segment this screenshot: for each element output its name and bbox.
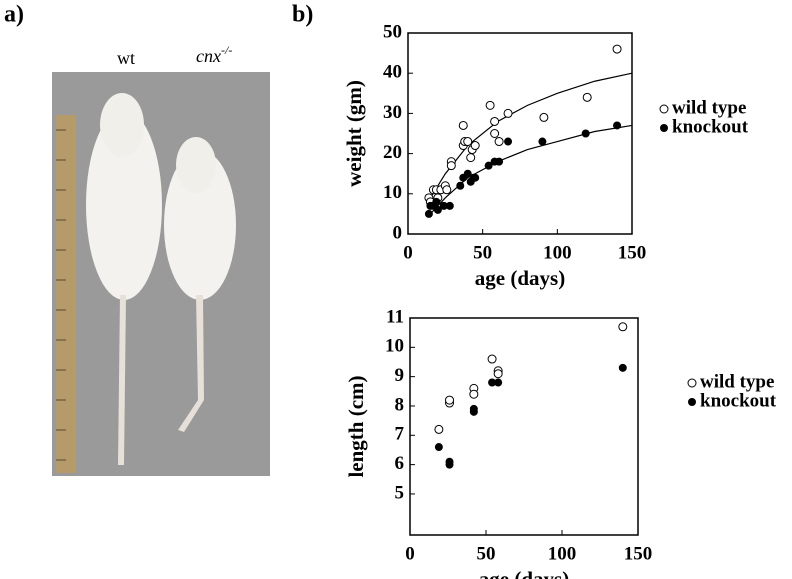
- y-tick-label: 5: [395, 482, 405, 503]
- y-tick-label: 40: [383, 62, 402, 83]
- x-tick-label: 150: [618, 242, 647, 263]
- point: [495, 157, 504, 166]
- point: [433, 205, 442, 214]
- legend-marker: [688, 398, 696, 406]
- point: [432, 197, 441, 206]
- point: [445, 460, 454, 469]
- point: [493, 369, 503, 379]
- point: [612, 44, 622, 54]
- point: [446, 161, 456, 171]
- legend-label: wild type: [700, 371, 774, 392]
- y-tick-label: 6: [395, 453, 405, 474]
- legend-marker: [659, 104, 669, 114]
- point: [504, 137, 513, 146]
- photo-label: wt: [117, 48, 135, 68]
- x-axis-label: age (days): [479, 567, 569, 579]
- plot-frame: [407, 32, 633, 235]
- point: [494, 137, 504, 147]
- x-tick-label: 0: [405, 543, 415, 564]
- y-tick-label: 50: [383, 21, 402, 42]
- y-tick-label: 0: [393, 222, 403, 243]
- legend-label: wild type: [672, 97, 746, 118]
- panel-label: b): [292, 2, 313, 28]
- x-tick-label: 100: [543, 242, 572, 263]
- x-tick-label: 50: [477, 543, 496, 564]
- y-axis-label: weight (gm): [342, 80, 366, 187]
- y-tick-label: 9: [395, 365, 405, 386]
- legend-marker: [660, 124, 668, 132]
- y-tick-label: 10: [383, 182, 402, 203]
- point: [456, 181, 465, 190]
- y-tick-label: 8: [395, 394, 405, 415]
- point: [458, 120, 468, 130]
- legend-label: knockout: [700, 390, 777, 411]
- legend-marker: [687, 378, 697, 388]
- point: [487, 354, 497, 364]
- y-tick-label: 20: [383, 142, 402, 163]
- point: [581, 129, 590, 138]
- x-tick-label: 50: [473, 242, 492, 263]
- point: [469, 407, 478, 416]
- y-tick-label: 10: [385, 336, 404, 357]
- point: [463, 137, 473, 147]
- point: [503, 108, 513, 118]
- point: [434, 424, 444, 434]
- point: [490, 116, 500, 126]
- plot-frame: [409, 317, 639, 536]
- y-axis-label: length (cm): [344, 375, 368, 477]
- point: [469, 389, 479, 399]
- point: [463, 169, 472, 178]
- photo-label-sup: -/-: [221, 43, 232, 57]
- point: [442, 185, 452, 195]
- x-tick-label: 100: [548, 543, 577, 564]
- point: [538, 137, 547, 146]
- y-tick-label: 30: [383, 102, 402, 123]
- point: [613, 121, 622, 130]
- x-axis-label: age (days): [475, 266, 565, 290]
- photo-label-text: cnx: [196, 46, 221, 66]
- point: [466, 153, 476, 163]
- point: [494, 378, 503, 387]
- point: [618, 363, 627, 372]
- point: [434, 443, 443, 452]
- point: [471, 173, 480, 182]
- point: [539, 112, 549, 122]
- x-tick-label: 150: [624, 543, 653, 564]
- point: [445, 395, 455, 405]
- point: [485, 100, 495, 110]
- y-tick-label: 11: [386, 306, 404, 327]
- point: [470, 141, 480, 151]
- panel-label: a): [4, 2, 24, 28]
- point: [424, 209, 433, 218]
- fit-curve: [429, 124, 633, 215]
- point: [490, 129, 500, 138]
- photo: [52, 72, 270, 476]
- y-tick-label: 7: [395, 424, 405, 445]
- photo-label: cnx-/-: [196, 43, 232, 66]
- point: [618, 322, 628, 332]
- x-tick-label: 0: [403, 242, 413, 263]
- point: [445, 201, 454, 210]
- legend-label: knockout: [672, 116, 749, 137]
- point: [484, 161, 493, 170]
- point: [582, 92, 592, 102]
